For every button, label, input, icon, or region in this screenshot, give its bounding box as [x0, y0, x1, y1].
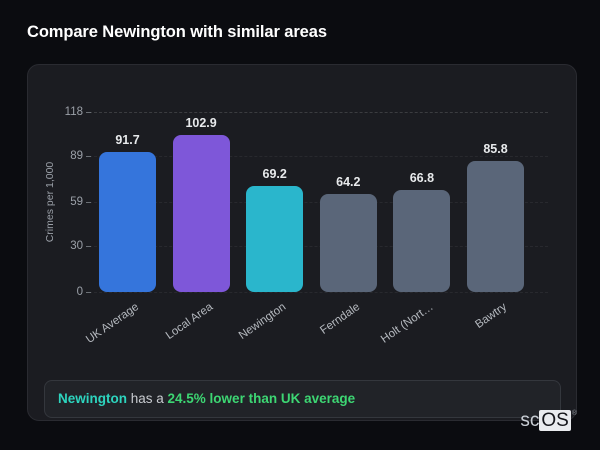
- gridline: [89, 156, 548, 158]
- bar-ferndale[interactable]: [319, 194, 377, 292]
- y-tick-mark: [86, 112, 91, 113]
- note-area-name: Newington: [58, 391, 127, 406]
- gridline: [89, 202, 548, 203]
- bar-value-label: 69.2: [262, 167, 287, 182]
- gridline: [89, 292, 548, 293]
- y-tick-label: 59: [70, 196, 83, 208]
- y-tick-mark: [86, 246, 91, 248]
- note-connector-text: has a: [127, 391, 168, 406]
- y-tick-mark: [86, 292, 91, 293]
- note-statistic-text: 24.5% lower than UK average: [167, 391, 356, 406]
- scos-logo: sc OS ®: [520, 410, 577, 432]
- logo-text-os: OS: [539, 410, 571, 431]
- y-tick-label: 30: [70, 240, 83, 253]
- x-tick-label: Local Area: [163, 301, 215, 343]
- x-tick-label: UK Average: [84, 301, 142, 346]
- bar-holt-nort[interactable]: [393, 190, 451, 292]
- y-tick-label: 0: [76, 286, 83, 298]
- bar-value-label: 85.8: [483, 142, 508, 157]
- bar-value-label: 64.2: [336, 175, 361, 190]
- y-tick-label: 118: [64, 106, 83, 118]
- bar-bawtry[interactable]: [467, 161, 524, 292]
- y-tick-mark: [86, 202, 91, 203]
- x-tick-label: Holt (Nort…: [379, 301, 436, 346]
- x-tick-label: Bawtry: [473, 301, 510, 331]
- gridline: [89, 112, 548, 113]
- registered-trademark-icon: ®: [571, 410, 577, 417]
- bar-value-label: 102.9: [185, 116, 217, 131]
- y-tick-mark: [86, 156, 91, 158]
- logo-text-sc: sc: [520, 410, 540, 431]
- y-tick-label: 89: [70, 150, 83, 163]
- chart-card: Crimes per 1,000 0 30 59 89 118 91.7 UK Averag…: [27, 64, 577, 421]
- x-tick-label: Ferndale: [318, 301, 363, 337]
- x-tick-label: Newington: [237, 301, 289, 343]
- bar-local-area[interactable]: [172, 135, 230, 292]
- page-title: Compare Newington with similar areas: [27, 23, 327, 41]
- bar-value-label: 66.8: [409, 171, 435, 186]
- summary-note: Newington has a 24.5% lower than UK aver…: [44, 380, 561, 418]
- gridline: [89, 246, 548, 248]
- bar-value-label: 91.7: [115, 133, 140, 148]
- bar-newington[interactable]: [246, 186, 304, 292]
- bar-uk-average[interactable]: [99, 152, 156, 292]
